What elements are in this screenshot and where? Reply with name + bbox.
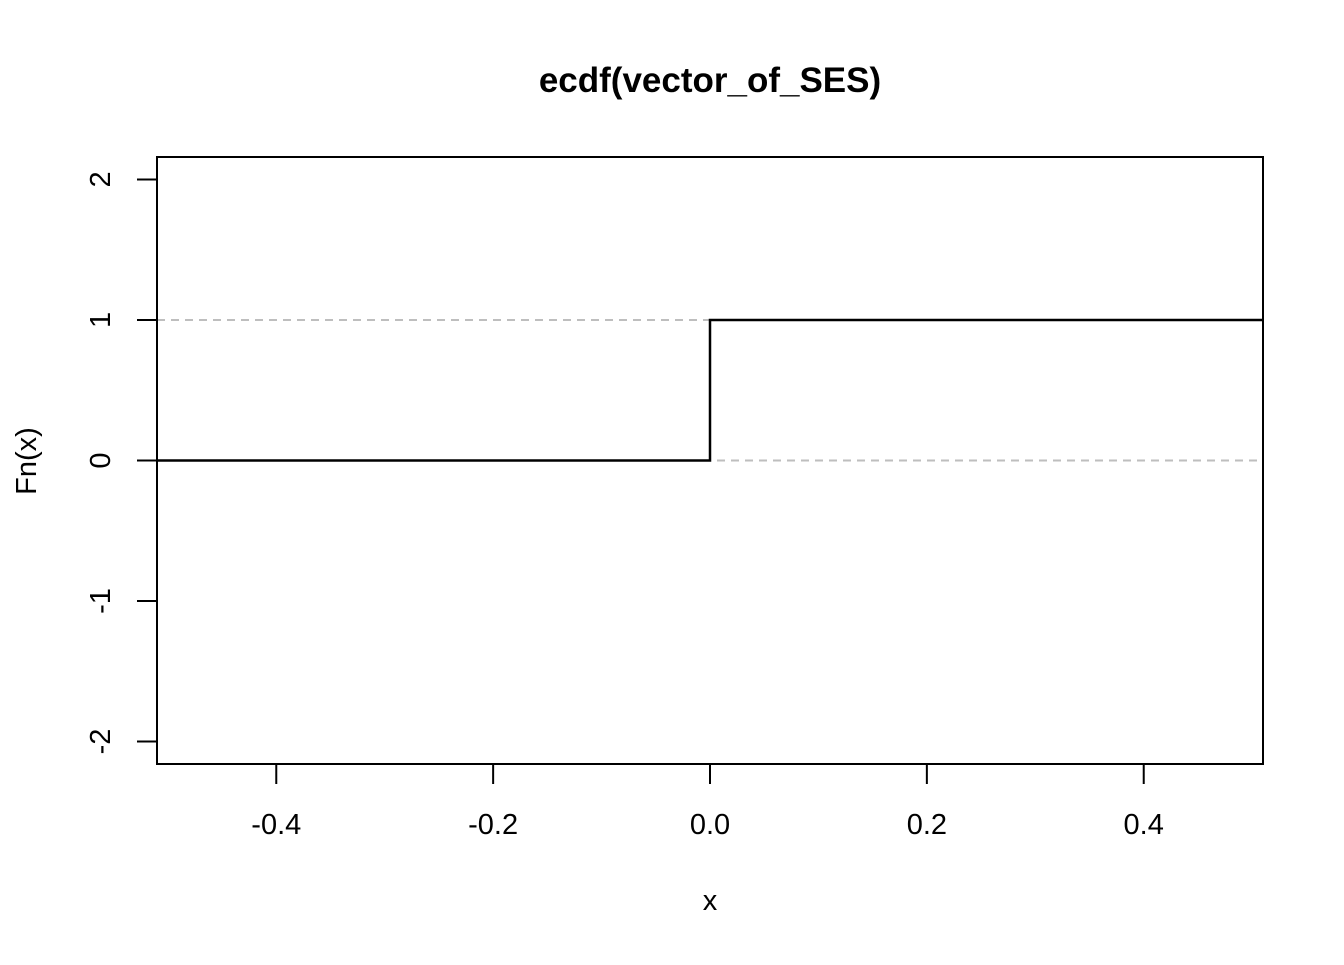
y-tick-label: 2	[85, 171, 117, 187]
x-tick-label: 0.0	[690, 809, 730, 841]
x-axis: -0.4 -0.2 0.0 0.2 0.4	[251, 764, 1164, 841]
x-tick-label: -0.2	[468, 809, 518, 841]
y-tick-label: -2	[85, 729, 117, 755]
y-tick-label: 0	[85, 452, 117, 468]
x-tick-label: 0.2	[907, 809, 947, 841]
y-axis: -2 -1 0 1 2	[85, 171, 158, 755]
y-axis-label: Fn(x)	[11, 427, 43, 495]
x-axis-label: x	[703, 885, 718, 917]
ecdf-series	[157, 318, 1263, 462]
y-tick-label: -1	[85, 588, 117, 614]
x-tick-label: -0.4	[251, 809, 301, 841]
y-tick-label: 1	[85, 312, 117, 328]
ecdf-step-line	[157, 318, 1263, 462]
chart-title: ecdf(vector_of_SES)	[539, 61, 881, 100]
x-tick-label: 0.4	[1124, 809, 1164, 841]
